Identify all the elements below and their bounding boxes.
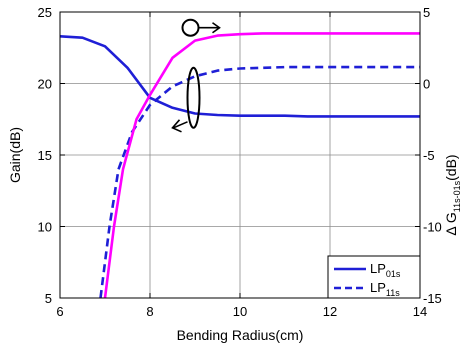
y-axis-right-label-main: Δ G	[443, 212, 459, 235]
legend-entry-lp11s-main: LP	[370, 280, 386, 295]
annotation-arrow-left	[173, 121, 188, 129]
legend-entry-lp01s-main: LP	[370, 261, 386, 276]
y-axis-right-label-unit: (dB)	[443, 154, 459, 180]
grid	[60, 12, 420, 298]
series-line-0	[60, 35, 420, 118]
y-axis-right-label: Δ G11s-01s(dB)	[443, 154, 462, 235]
y-right-tick-label: 0	[423, 77, 430, 92]
series-line-2	[103, 32, 420, 298]
y-left-tick-label: 10	[38, 220, 52, 235]
y-right-tick-label: 5	[423, 5, 430, 20]
y-right-tick-label: -10	[423, 220, 442, 235]
x-tick-label: 6	[56, 304, 63, 319]
legend-box	[327, 255, 421, 299]
y-right-tick-label: -15	[423, 291, 442, 306]
legend-entry-lp11s: LP11s	[370, 280, 400, 298]
ticks: 6 8 10 12 14 5 10 15 20 25 -15 -10 -5 0 5	[38, 5, 442, 319]
y-left-tick-label: 25	[38, 5, 52, 20]
legend: LP01s LP11s	[327, 255, 421, 299]
legend-entry-lp11s-sub: 11s	[386, 288, 400, 298]
x-tick-label: 12	[323, 304, 337, 319]
arrow-left-icon	[171, 119, 182, 133]
x-axis-label: Bending Radius(cm)	[177, 327, 304, 343]
series-line-1	[99, 65, 420, 298]
annotations	[171, 18, 221, 133]
legend-entry-lp01s: LP01s	[370, 261, 401, 279]
y-left-tick-label: 20	[38, 77, 52, 92]
y-left-tick-label: 15	[38, 148, 52, 163]
y-right-tick-label: -5	[423, 148, 435, 163]
legend-entry-lp01s-sub: 01s	[386, 269, 401, 279]
x-tick-label: 10	[233, 304, 247, 319]
series-layer	[60, 32, 420, 298]
y-left-tick-label: 5	[45, 291, 52, 306]
annotation-ellipse	[186, 66, 201, 129]
x-tick-label: 14	[413, 304, 427, 319]
arrow-right-icon	[212, 22, 221, 34]
y-axis-left-label: Gain(dB)	[7, 127, 23, 183]
x-tick-label: 8	[146, 304, 153, 319]
y-axis-right-label-sub: 11s-01s	[452, 180, 462, 212]
